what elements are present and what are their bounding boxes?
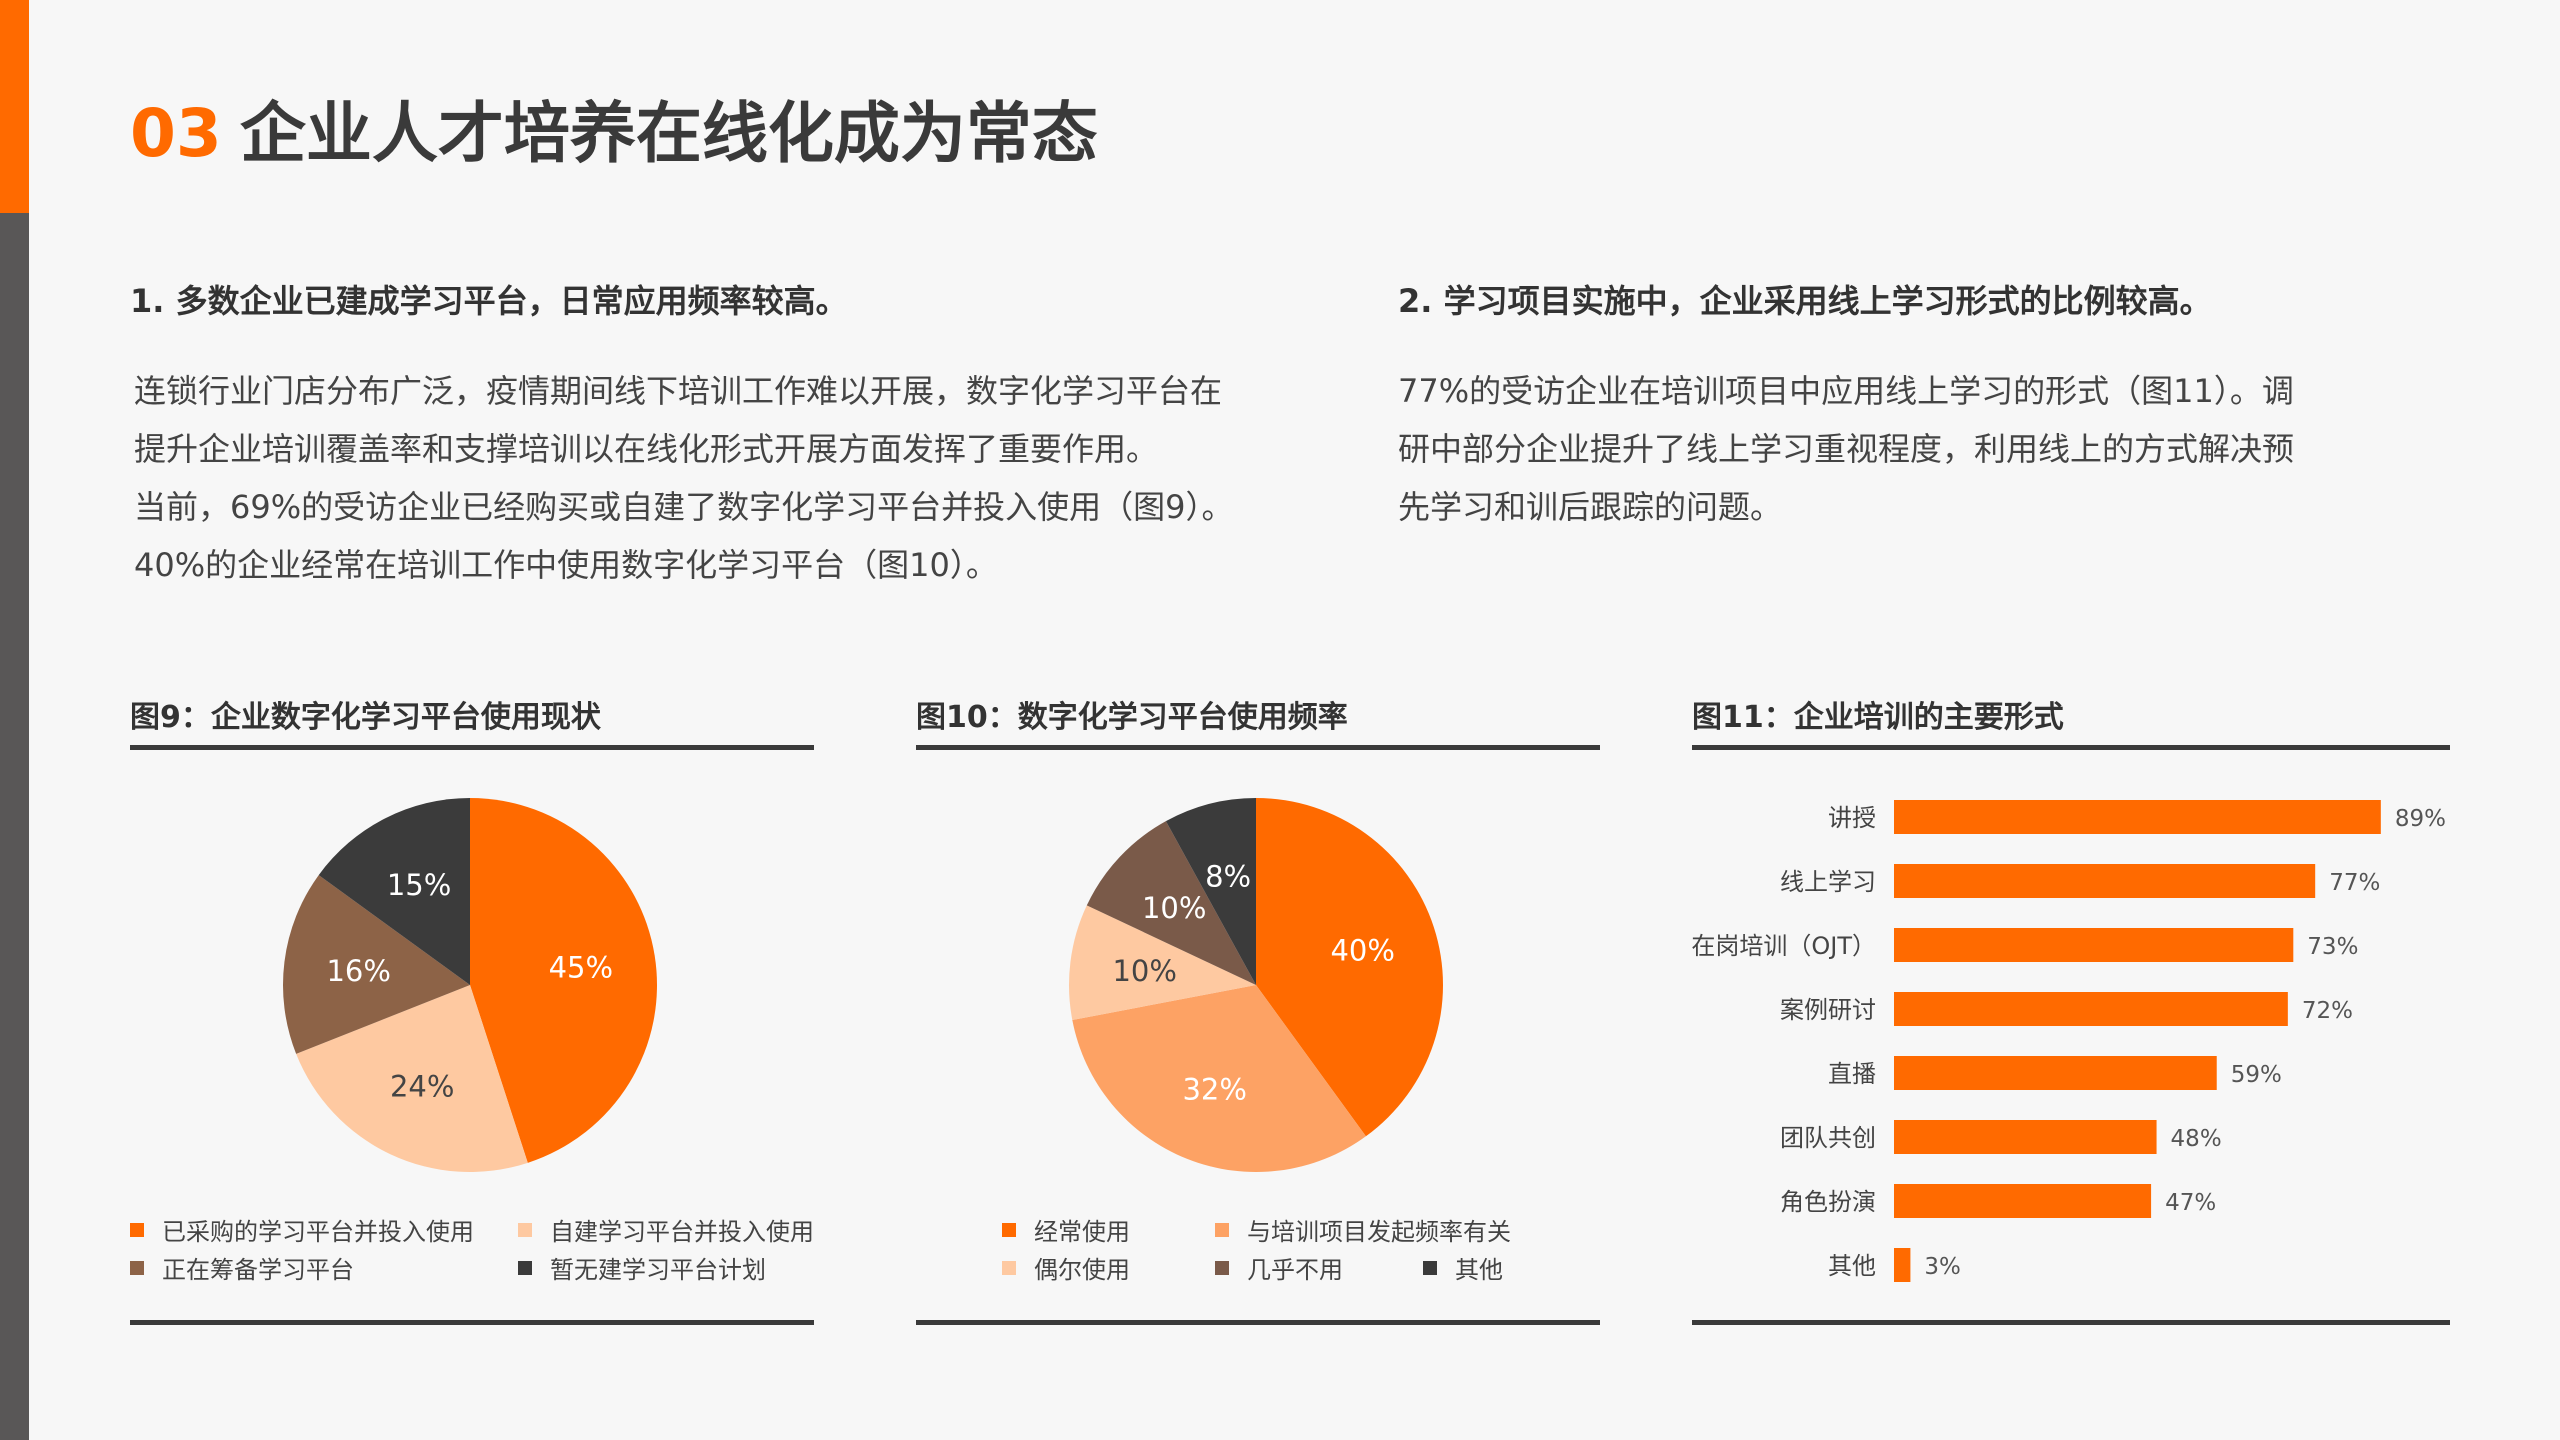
fig10-title: 图10：数字化学习平台使用频率 — [916, 700, 1348, 735]
legend-item: 暂无建学习平台计划 — [518, 1250, 766, 1285]
legend-label: 几乎不用 — [1247, 1256, 1343, 1284]
bar-category-label: 讲授 — [1828, 804, 1876, 832]
bar-value-label: 72% — [2302, 998, 2353, 1024]
legend-item: 偶尔使用 — [1002, 1250, 1130, 1285]
accent-bar — [0, 0, 29, 213]
fig11-bar-chart: 讲授 89% 线上学习 77% 在岗培训（OJT） 73% 案例研讨 72% 直播 59% 团队共创… — [1692, 800, 2446, 1282]
section-1-line: 提升企业培训覆盖率和支撑培训以在线化形式开展方面发挥了重要作用。 — [134, 430, 1159, 468]
pie-data-label: 45% — [549, 950, 613, 984]
legend-swatch — [1215, 1260, 1229, 1275]
pie-slice — [283, 875, 470, 1054]
legend-swatch — [1423, 1260, 1437, 1275]
legend-label: 暂无建学习平台计划 — [550, 1256, 766, 1284]
pie-slice — [296, 985, 528, 1172]
legend-item: 经常使用 — [1002, 1212, 1130, 1247]
legend-swatch — [130, 1260, 144, 1275]
section-1-line: 连锁行业门店分布广泛，疫情期间线下培训工作难以开展，数字化学习平台在 — [134, 372, 1223, 410]
bar — [1894, 864, 2316, 898]
legend-label: 经常使用 — [1034, 1218, 1130, 1246]
pie-data-label: 32% — [1182, 1072, 1246, 1106]
pie-slice — [318, 798, 470, 985]
page-title: 03 企业人才培养在线化成为常态 — [130, 80, 1098, 176]
section-number: 03 — [130, 95, 222, 172]
legend-swatch — [1002, 1260, 1016, 1275]
bar — [1894, 992, 2288, 1026]
legend-label: 自建学习平台并投入使用 — [550, 1218, 814, 1246]
legend-swatch — [518, 1222, 532, 1237]
legend-swatch — [518, 1260, 532, 1275]
section-1-line: 当前，69%的受访企业已经购买或自建了数字化学习平台并投入使用（图9）。 — [134, 488, 1234, 526]
bar — [1894, 1248, 1911, 1282]
bar — [1894, 1184, 2152, 1218]
pie-slice — [1072, 985, 1366, 1172]
section-2-line: 研中部分企业提升了线上学习重视程度，利用线上的方式解决预 — [1398, 430, 2295, 468]
pie-slice — [1069, 905, 1256, 1021]
legend-item: 自建学习平台并投入使用 — [518, 1212, 814, 1247]
fig9-legend: 已采购的学习平台并投入使用 自建学习平台并投入使用 正在筹备学习平台 暂无建学习… — [130, 1212, 830, 1292]
fig10-pie-chart: 40%32%10%10%8% — [1069, 798, 1443, 1172]
bar-value-label: 77% — [2329, 870, 2380, 896]
pie-data-label: 15% — [387, 868, 451, 902]
pie-slice — [470, 798, 657, 1163]
bar-value-label: 3% — [1924, 1254, 1961, 1280]
pie-data-label: 8% — [1205, 859, 1251, 893]
bar — [1894, 1120, 2157, 1154]
section-1-heading: 1. 多数企业已建成学习平台，日常应用频率较高。 — [130, 282, 848, 320]
pie-slice — [1256, 798, 1443, 1137]
legend-swatch — [1002, 1222, 1016, 1237]
bar-category-label: 角色扮演 — [1780, 1188, 1876, 1216]
title-text: 企业人才培养在线化成为常态 — [239, 95, 1098, 172]
fig11-title: 图11：企业培训的主要形式 — [1692, 700, 2064, 735]
section-2-line: 先学习和训后跟踪的问题。 — [1398, 488, 1783, 526]
fig10-legend: 经常使用 与培训项目发起频率有关 偶尔使用 几乎不用 其他 — [1002, 1212, 1602, 1292]
legend-label: 偶尔使用 — [1034, 1256, 1130, 1284]
bar-value-label: 73% — [2307, 934, 2358, 960]
legend-swatch — [1215, 1222, 1229, 1237]
legend-label: 正在筹备学习平台 — [162, 1256, 354, 1284]
bar-category-label: 案例研讨 — [1780, 996, 1876, 1024]
bar-value-label: 59% — [2231, 1062, 2282, 1088]
bar-category-label: 其他 — [1828, 1252, 1876, 1280]
section-2-paragraph: 77%的受访企业在培训项目中应用线上学习的形式（图11）。调 研中部分企业提升了… — [1398, 362, 2294, 536]
legend-label: 其他 — [1455, 1256, 1503, 1284]
side-bar — [0, 213, 29, 1440]
legend-item: 与培训项目发起频率有关 — [1215, 1212, 1511, 1247]
bar-category-label: 团队共创 — [1780, 1124, 1876, 1152]
legend-item: 其他 — [1423, 1250, 1503, 1285]
pie-data-label: 10% — [1112, 954, 1176, 988]
section-2-line: 77%的受访企业在培训项目中应用线上学习的形式（图11）。调 — [1398, 372, 2294, 410]
bar-value-label: 47% — [2165, 1190, 2216, 1216]
pie-slice — [1165, 798, 1256, 985]
pie-data-label: 16% — [326, 954, 390, 988]
pie-slice — [1086, 821, 1256, 985]
bar-value-label: 48% — [2171, 1126, 2222, 1152]
bar-category-label: 线上学习 — [1780, 868, 1876, 896]
legend-label: 与培训项目发起频率有关 — [1247, 1218, 1511, 1246]
fig9-pie-chart: 45% 24% 16% 15% — [283, 798, 657, 1172]
bar-category-label: 在岗培训（OJT） — [1692, 932, 1876, 960]
section-2-heading: 2. 学习项目实施中，企业采用线上学习形式的比例较高。 — [1398, 282, 2212, 320]
section-1-line: 40%的企业经常在培训工作中使用数字化学习平台（图10）。 — [134, 546, 998, 584]
legend-item: 几乎不用 — [1215, 1250, 1343, 1285]
pie-data-label: 24% — [390, 1070, 454, 1104]
fig9-top-rule — [130, 745, 814, 750]
bar-value-label: 89% — [2395, 806, 2446, 832]
bar — [1894, 1056, 2217, 1090]
fig9-bottom-rule — [130, 1320, 814, 1325]
bar-category-label: 直播 — [1828, 1060, 1876, 1088]
fig10-bottom-rule — [916, 1320, 1600, 1325]
bar — [1894, 800, 2381, 834]
pie-data-label: 10% — [1142, 891, 1206, 925]
section-1-paragraph: 连锁行业门店分布广泛，疫情期间线下培训工作难以开展，数字化学习平台在 提升企业培… — [134, 362, 1234, 594]
fig10-top-rule — [916, 745, 1600, 750]
bar — [1894, 928, 2294, 962]
fig11-top-rule — [1692, 745, 2450, 750]
fig9-title: 图9：企业数字化学习平台使用现状 — [130, 700, 601, 735]
fig11-bottom-rule — [1692, 1320, 2450, 1325]
pie-data-label: 40% — [1330, 933, 1394, 967]
legend-item: 已采购的学习平台并投入使用 — [130, 1212, 474, 1247]
legend-label: 已采购的学习平台并投入使用 — [162, 1218, 474, 1246]
legend-swatch — [130, 1222, 144, 1237]
legend-item: 正在筹备学习平台 — [130, 1250, 354, 1285]
